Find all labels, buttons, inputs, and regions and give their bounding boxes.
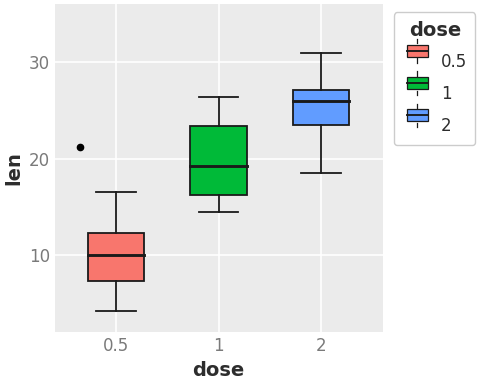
Bar [88,233,144,281]
Bar [293,90,349,124]
Legend: 0.5, 1, 2: 0.5, 1, 2 [394,13,475,145]
Bar [191,126,247,195]
Y-axis label: len: len [4,151,23,185]
X-axis label: dose: dose [192,361,245,380]
